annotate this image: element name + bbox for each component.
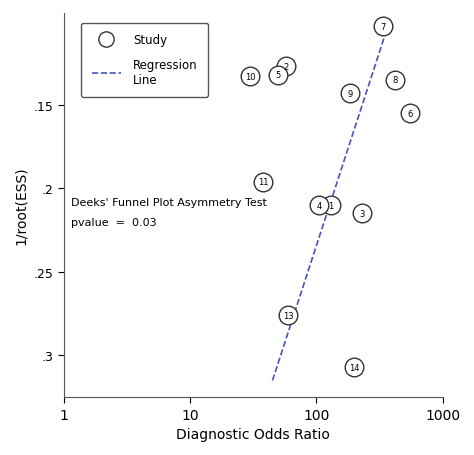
Text: 4: 4 — [316, 201, 321, 210]
Point — [284, 312, 292, 319]
Text: 2: 2 — [284, 63, 289, 72]
Y-axis label: 1/root(ESS): 1/root(ESS) — [14, 167, 28, 245]
Text: 9: 9 — [347, 89, 353, 98]
Text: 1: 1 — [328, 201, 333, 210]
Point — [380, 24, 387, 31]
Text: 5: 5 — [276, 71, 281, 80]
Text: 6: 6 — [407, 109, 412, 118]
Text: 10: 10 — [245, 73, 255, 82]
Point — [358, 210, 366, 217]
Text: 11: 11 — [258, 178, 268, 187]
Point — [259, 178, 267, 186]
Text: pvalue  =  0.03: pvalue = 0.03 — [71, 217, 157, 227]
Point — [283, 64, 290, 71]
Point — [406, 110, 413, 117]
Text: Deeks' Funnel Plot Asymmetry Test: Deeks' Funnel Plot Asymmetry Test — [71, 198, 267, 208]
Text: 14: 14 — [349, 363, 360, 372]
Point — [350, 364, 358, 371]
Text: 7: 7 — [381, 23, 386, 32]
Point — [246, 74, 254, 81]
Point — [274, 72, 282, 79]
Point — [346, 90, 354, 97]
Text: 8: 8 — [392, 76, 398, 85]
X-axis label: Diagnostic Odds Ratio: Diagnostic Odds Ratio — [176, 427, 330, 441]
Point — [327, 202, 335, 209]
Text: 13: 13 — [283, 311, 293, 320]
Text: 3: 3 — [359, 209, 365, 218]
Point — [391, 77, 399, 84]
Point — [315, 202, 323, 209]
Legend: Study, Regression
Line: Study, Regression Line — [81, 24, 208, 97]
